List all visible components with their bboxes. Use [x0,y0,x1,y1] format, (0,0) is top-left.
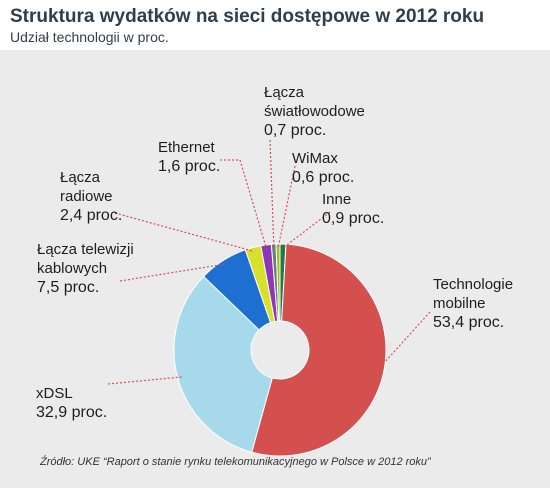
chart-title: Struktura wydatków na sieci dostępowe w … [10,6,485,27]
label-value: 32,9 proc. [36,404,108,421]
label-name-line1: WiMax [292,150,338,167]
label-name-line2: mobilne [433,295,486,312]
leader-line-łącza-radiowe [114,212,255,252]
slice-technologie-mobilne [251,243,387,457]
label-name-line1: Łącza [60,169,101,186]
label-value: 7,5 proc. [37,279,100,296]
label-value: 0,9 proc. [322,210,385,227]
header: Struktura wydatków na sieci dostępowe w … [0,0,550,50]
source-note: Źródło: UKE “Raport o stanie rynku telek… [40,456,431,468]
label-inne: Inne 0,9 proc. [322,190,384,228]
label-name-line2: radiowe [60,188,113,205]
label-name-line1: Łącza [264,84,305,101]
label-name-line1: Technologie [433,276,514,293]
label-name-line1: xDSL [36,385,73,402]
chart-subtitle: Udział technologii w proc. [10,29,169,45]
label-value: 53,4 proc. [433,314,505,331]
label-value: 0,6 proc. [292,169,355,186]
label-name-line2: światłowodowe [264,103,365,120]
leader-lines [107,139,431,385]
label-ethernet: Ethernet 1,6 proc. [158,138,220,176]
label-value: 0,7 proc. [264,122,327,139]
label-value: 1,6 proc. [158,158,221,175]
donut-slices [173,243,387,457]
label-xdsl: xDSL 32,9 proc. [36,384,107,422]
slice-xdsl [173,275,273,453]
label-value: 2,4 proc. [60,207,123,224]
leader-line-xdsl [107,376,182,385]
label-name-line1: Ethernet [158,139,215,156]
label-name-line2: kablowych [37,260,108,277]
leader-line-inne [282,211,331,249]
leader-line-łącza-telewizji-kablowych [119,263,226,282]
label-name-line1: Łącza telewizji [37,241,134,258]
leader-line-technologie-mobilne [380,311,431,367]
label-technologie-mobilne: Technologie mobilne 53,4 proc. [433,275,513,332]
label-lacza-swiatlowodowe: Łącza światłowodowe 0,7 proc. [264,83,365,140]
label-lacza-radiowe: Łącza radiowe 2,4 proc. [60,168,122,225]
leader-line-łącza-światłowodowe [269,139,275,249]
label-name-line1: Inne [322,191,352,208]
label-wimax: WiMax 0,6 proc. [292,149,354,187]
label-lacza-telewizji: Łącza telewizji kablowych 7,5 proc. [37,240,134,297]
leader-line-ethernet [220,159,268,250]
slice-wimax [275,243,281,322]
leader-line-wimax [277,165,296,249]
